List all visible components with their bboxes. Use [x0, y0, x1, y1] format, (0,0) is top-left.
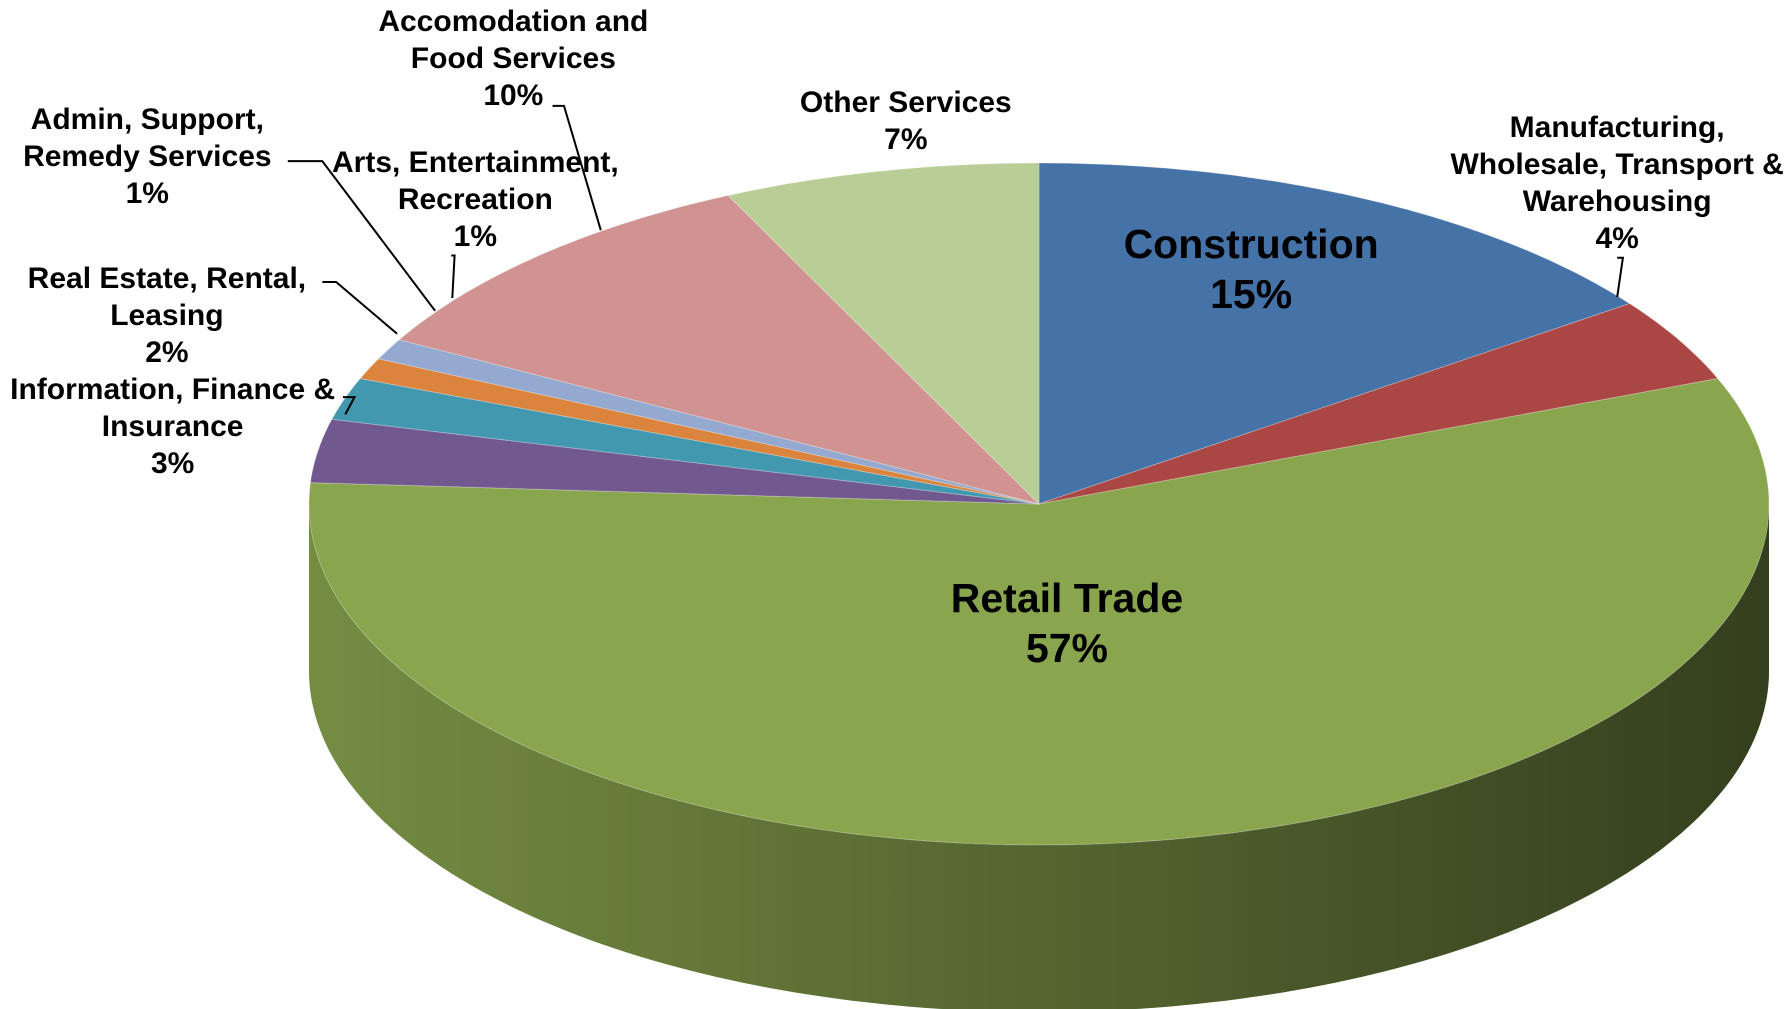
slice-label: Retail Trade 57% — [867, 573, 1267, 673]
slice — [309, 418, 1040, 505]
slice-label: Manufacturing, Wholesale, Transport & Wa… — [1445, 109, 1790, 257]
slice-label: Admin, Support, Remedy Services 1% — [6, 101, 288, 212]
slice — [308, 377, 1770, 846]
category-name: Other Services — [799, 86, 1012, 120]
slice — [727, 162, 1040, 506]
slice — [398, 194, 1041, 505]
side-shade — [309, 504, 1769, 1009]
value-label: 1% — [453, 219, 498, 253]
value-label: 1% — [125, 177, 169, 211]
category-name: Manufacturing, Wholesale, Transport & Wa… — [1450, 111, 1784, 219]
value-label: 7% — [884, 123, 928, 157]
category-name: Retail Trade — [950, 575, 1184, 622]
slice-label: Real Estate, Rental, Leasing 2% — [11, 260, 323, 371]
leader-line — [1616, 256, 1625, 298]
slice — [1038, 303, 1719, 505]
value-label: 15% — [1210, 270, 1293, 317]
value-label: 10% — [483, 79, 544, 113]
leader-line — [451, 254, 456, 299]
category-name: Information, Finance & Insurance — [10, 372, 336, 443]
value-label: 2% — [145, 336, 189, 370]
category-name: Admin, Support, Remedy Services — [23, 103, 272, 174]
category-name: Real Estate, Rental, Leasing — [27, 262, 307, 333]
leader-line — [287, 160, 436, 312]
value-label: 3% — [150, 446, 195, 480]
slice-label: Construction 15% — [1051, 219, 1451, 319]
leader-line — [322, 281, 398, 335]
category-name: Construction — [1123, 220, 1379, 267]
slice-label: Other Services 7% — [746, 84, 1066, 158]
slice-label: Accomodation and Food Services 10% — [362, 3, 664, 114]
leader-line — [343, 396, 357, 415]
slice — [331, 377, 1040, 505]
category-name: Arts, Entertainment, Recreation — [332, 145, 619, 216]
value-label: 4% — [1595, 222, 1639, 256]
value-label: 57% — [1025, 625, 1108, 672]
slice-label: Information, Finance & Insurance 3% — [8, 371, 338, 482]
leader-line — [552, 104, 602, 231]
slice — [1038, 162, 1631, 505]
category-name: Accomodation and Food Services — [378, 5, 649, 76]
slice-label: Arts, Entertainment, Recreation 1% — [314, 144, 636, 255]
